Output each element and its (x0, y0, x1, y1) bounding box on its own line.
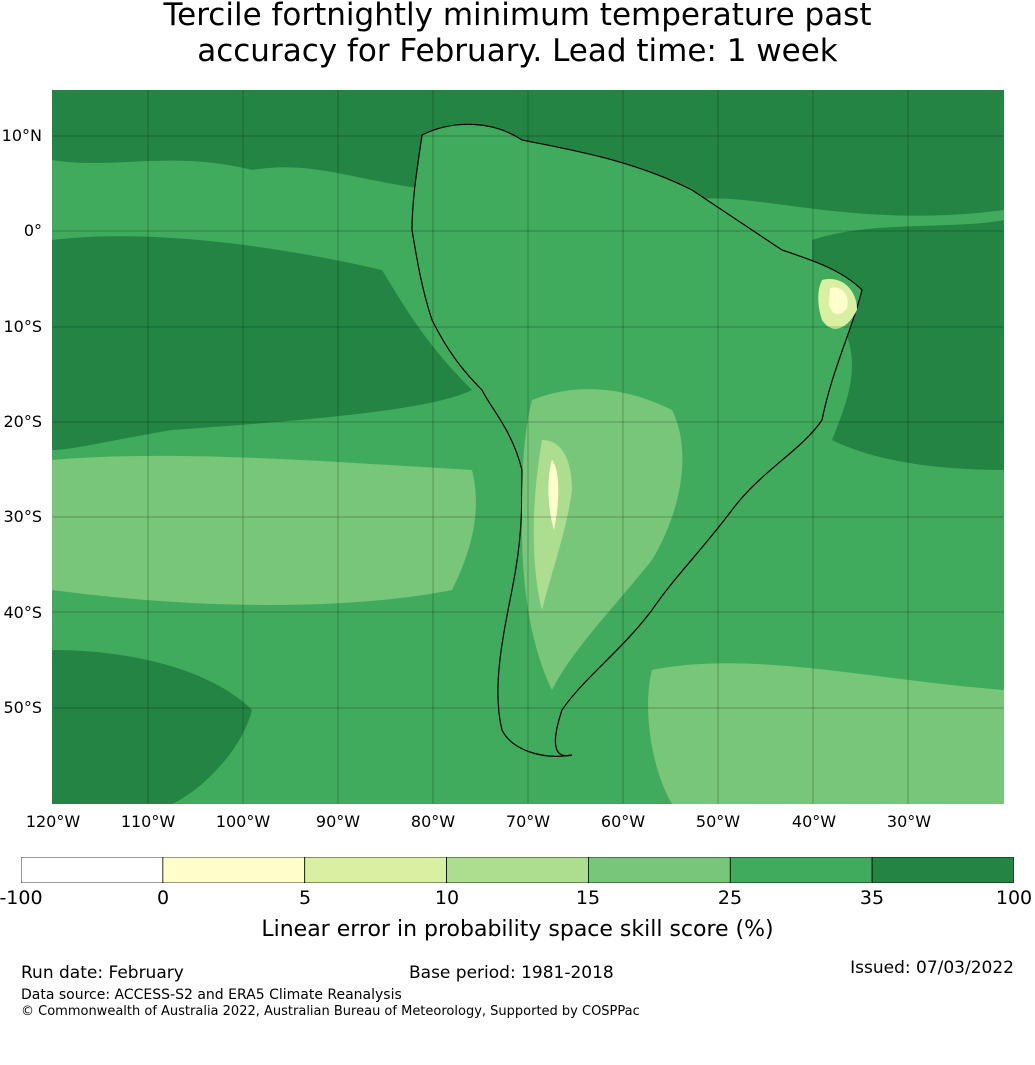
lat-label-10n: 10°N (1, 126, 42, 145)
lat-label-40s: 40°S (3, 603, 42, 622)
southeast-moderate-skill-zone (648, 663, 1004, 804)
andes-lowest-skill-zone (548, 460, 559, 530)
map-title-line-1: Tercile fortnightly minimum temperature … (163, 0, 872, 33)
colorbar-segment (588, 857, 731, 883)
equatorial-high-skill-zone (52, 236, 472, 450)
lon-label-50w: 50°W (695, 812, 741, 831)
colorbar-segment (162, 857, 306, 883)
colorbar-tick: 25 (717, 887, 743, 909)
map-title-line-2: accuracy for February. Lead time: 1 week (197, 33, 838, 69)
base-period: Base period: 1981-2018 (409, 963, 614, 983)
lon-label-40w: 40°W (791, 812, 837, 831)
colorbar-segment (729, 857, 873, 883)
colorbar-label: Linear error in probability space skill … (261, 917, 774, 942)
lat-label-0: 0° (23, 221, 42, 240)
colorbar-segment (871, 857, 1014, 883)
colorbar-tick: -100 (0, 887, 43, 909)
lat-label-20s: 20°S (3, 412, 42, 431)
lon-label-80w: 80°W (410, 812, 456, 831)
colorbar-tick: 0 (156, 887, 170, 909)
data-source: Data source: ACCESS-S2 and ERA5 Climate … (21, 987, 402, 1003)
colorbar (21, 857, 1014, 883)
lon-label-110w: 110°W (120, 812, 176, 831)
lon-label-90w: 90°W (315, 812, 361, 831)
northeast-brazil-lowest-skill-zone (829, 287, 848, 315)
colorbar-tick: 5 (298, 887, 312, 909)
colorbar-segment (304, 857, 447, 883)
colorbar-segment (21, 857, 164, 883)
lon-label-30w: 30°W (886, 812, 932, 831)
copyright-notice: © Commonwealth of Australia 2022, Austra… (21, 1004, 640, 1019)
map-gridlines (52, 90, 1004, 804)
lon-label-60w: 60°W (600, 812, 646, 831)
colorbar-tick: 100 (995, 887, 1033, 909)
southern-moderate-skill-zone (52, 455, 476, 605)
colorbar-tick: 35 (859, 887, 885, 909)
colorbar-segment (446, 857, 589, 883)
lon-label-70w: 70°W (505, 812, 551, 831)
lat-label-30s: 30°S (3, 507, 42, 526)
skill-score-map (52, 90, 1004, 804)
lat-label-50s: 50°S (3, 698, 42, 717)
run-date: Run date: February (21, 963, 184, 983)
lon-label-100w: 100°W (215, 812, 271, 831)
colorbar-tick: 10 (434, 887, 460, 909)
colorbar-tick: 15 (575, 887, 601, 909)
lat-label-10s: 10°S (3, 317, 42, 336)
southwest-high-skill-zone (52, 650, 252, 804)
atlantic-high-skill-zone (812, 220, 1004, 470)
issued-date: Issued: 07/03/2022 (850, 958, 1014, 978)
lon-label-120w: 120°W (25, 812, 81, 831)
